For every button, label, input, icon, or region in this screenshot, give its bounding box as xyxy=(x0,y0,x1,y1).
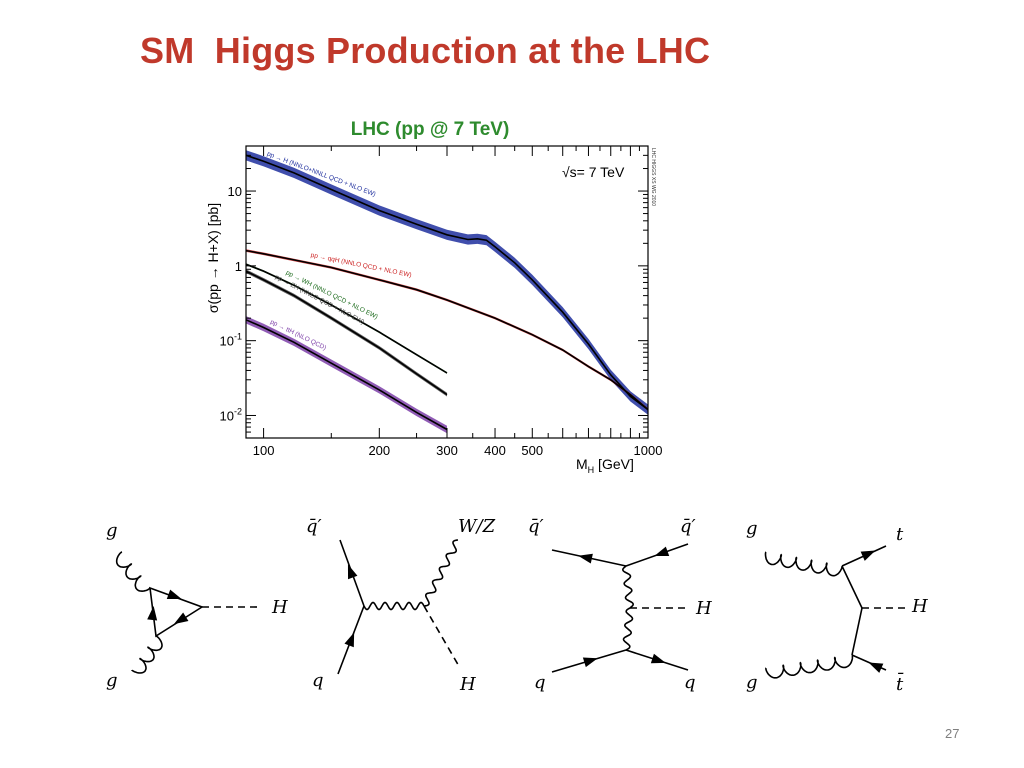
tth-gluon-bottom-label: g xyxy=(746,672,758,693)
ggf-gluon-top-label: g xyxy=(106,520,118,541)
vbf-arrow-lower-right xyxy=(650,653,668,668)
tth-top-label: t xyxy=(896,524,904,545)
y-tick-label: 1 xyxy=(235,259,242,274)
tth-gluon-bottom xyxy=(765,654,854,679)
vbf-arrow-upper-left xyxy=(577,550,593,564)
label-zh: pp → ZH (NNLO QCD + NLO EW) xyxy=(274,274,365,326)
ggf-gluon-bottom xyxy=(131,635,163,674)
diagram-vh-production: q̄′ q W/Z H xyxy=(306,516,496,695)
vh-antiquark-label: q̄′ xyxy=(306,516,322,537)
ggf-arrow-left xyxy=(147,605,159,621)
diagram-vbf: q̄′ q̄′ q q H xyxy=(528,516,712,693)
x-tick-labels: 100 200 300 400 500 1000 xyxy=(253,443,663,458)
ggf-gluon-top xyxy=(115,551,151,593)
line-tth xyxy=(246,319,448,431)
band-qqh xyxy=(246,249,648,411)
vbf-antiquark-right-label: q̄′ xyxy=(680,516,696,537)
x-tick-label: 100 xyxy=(253,443,275,458)
y-tick-labels: 10-2 10-1 1 10 xyxy=(220,184,242,423)
vh-boson-label: W/Z xyxy=(458,516,496,537)
ggf-arrow-lower xyxy=(171,612,189,629)
working-group-label: LHC HIGGS XS WG 2010 xyxy=(650,148,656,206)
ggf-arrow-upper xyxy=(166,589,184,604)
vh-higgs-label: H xyxy=(459,674,476,695)
vh-higgs-line xyxy=(423,605,461,669)
vh-outgoing-boson xyxy=(423,539,459,607)
page-number: 27 xyxy=(945,726,960,741)
tth-gluon-top-label: g xyxy=(746,518,758,539)
y-tick-label: 10-2 xyxy=(220,406,242,423)
line-qqh xyxy=(246,249,648,411)
tth-arrow-antitop xyxy=(866,657,884,673)
vbf-quark-left-label: q xyxy=(534,672,546,693)
diagram-tth: g g t t̄ H xyxy=(746,518,928,695)
vbf-arrow-upper-right xyxy=(652,546,670,561)
tth-gluon-top xyxy=(764,551,843,577)
line-wh xyxy=(246,263,448,374)
cross-section-chart: LHC (pp @ 7 TeV) pp → H (NNLO+NNLL QCD +… xyxy=(205,119,663,475)
x-tick-label: 400 xyxy=(484,443,506,458)
x-tick-label: 1000 xyxy=(634,443,663,458)
x-axis-label-unit: [GeV] xyxy=(594,456,634,472)
vh-quark-label: q xyxy=(312,670,324,691)
vh-arrow-bottom xyxy=(344,630,359,648)
vbf-boson-lower xyxy=(622,607,634,651)
tth-top-propagator xyxy=(841,565,863,609)
chart-title: LHC (pp @ 7 TeV) xyxy=(351,119,510,140)
feynman-diagrams: g g H q̄′ q W/Z H q̄′ q̄′ q q H xyxy=(106,516,928,695)
x-axis-label: MH [GeV] xyxy=(576,456,634,475)
slide-title: SM Higgs Production at the LHC xyxy=(140,30,711,71)
x-tick-label: 300 xyxy=(436,443,458,458)
y-tick-label: 10-1 xyxy=(220,332,242,349)
tth-antitop-label: t̄ xyxy=(896,671,904,695)
diagram-gluon-fusion: g g H xyxy=(106,520,288,691)
x-tick-label: 500 xyxy=(521,443,543,458)
band-tth xyxy=(246,316,447,434)
tth-antitop-propagator xyxy=(851,607,863,656)
line-zh xyxy=(246,270,448,396)
tth-higgs-label: H xyxy=(911,596,928,617)
vbf-boson-upper xyxy=(621,565,635,609)
vbf-higgs-label: H xyxy=(695,598,712,619)
axis-ticks xyxy=(245,145,649,439)
y-axis-label: σ(pp → H+X) [pb] xyxy=(205,203,221,313)
x-axis-label-sub: H xyxy=(588,465,595,475)
vbf-antiquark-left-label: q̄′ xyxy=(528,516,544,537)
ggf-higgs-label: H xyxy=(271,597,288,618)
series-lines xyxy=(246,154,648,431)
sqrt-s-annotation: √s= 7 TeV xyxy=(562,164,625,180)
vbf-quark-right-label: q xyxy=(684,672,696,693)
line-ggh xyxy=(246,154,648,411)
vh-arrow-top xyxy=(343,562,358,580)
y-tick-label: 10 xyxy=(228,184,242,199)
x-axis-label-main: M xyxy=(576,456,588,472)
vh-boson-propagator xyxy=(363,601,425,611)
label-ggh: pp → H (NNLO+NNLL QCD + NLO EW) xyxy=(266,151,377,199)
tth-arrow-top xyxy=(860,545,878,561)
vbf-arrow-lower-left xyxy=(582,653,600,668)
x-tick-label: 200 xyxy=(368,443,390,458)
ggf-gluon-bottom-label: g xyxy=(106,670,118,691)
